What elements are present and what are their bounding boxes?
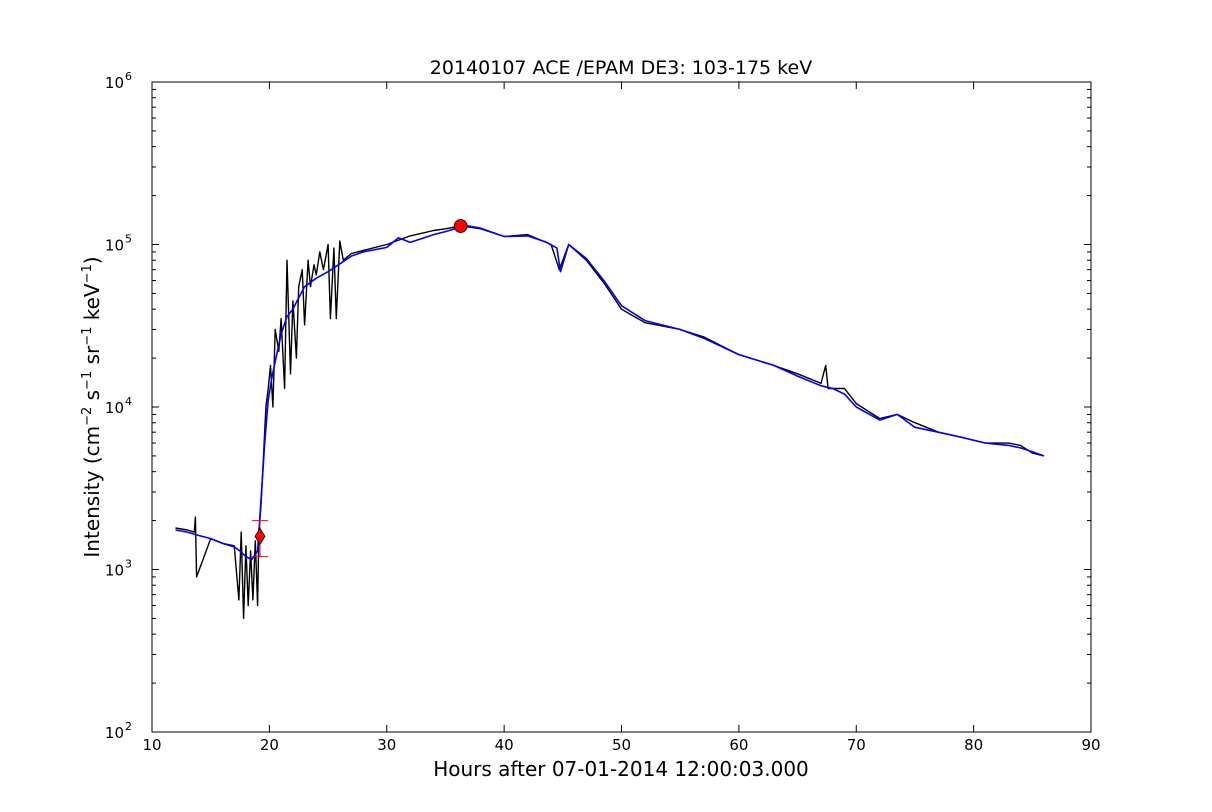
x-tick-label: 70	[847, 736, 866, 754]
series-line-smoothed	[175, 225, 1045, 561]
y-tick-label: 104	[105, 395, 132, 417]
y-tick-label: 106	[105, 70, 132, 92]
plot-frame	[151, 81, 1092, 733]
x-axis-title: Hours after 07-01-2014 12:00:03.000	[433, 757, 809, 781]
y-axis-title-part: )	[80, 256, 104, 264]
x-tick-label: 30	[377, 736, 396, 754]
x-axis: 10 20 30 40 50 60 70 80 90	[142, 82, 1101, 754]
y-axis-title-exponent: −1	[80, 371, 95, 390]
x-tick-label: 60	[729, 736, 748, 754]
y-tick-exponent: 6	[125, 70, 132, 83]
y-axis-title-exponent: −2	[80, 407, 95, 426]
onset-marker	[254, 527, 266, 546]
plot-area	[175, 219, 1045, 620]
y-axis-title-part: sr	[80, 345, 104, 371]
series-line-raw	[175, 225, 1045, 620]
y-tick-label: 105	[105, 233, 132, 255]
y-tick-exponent: 4	[125, 395, 132, 408]
peak-marker	[453, 219, 468, 233]
y-tick-exponent: 3	[125, 558, 132, 571]
x-tick-label: 80	[964, 736, 983, 754]
y-axis-title-part: keV	[80, 283, 104, 327]
x-tick-label: 10	[142, 736, 161, 754]
y-axis-title-exponent: −1	[80, 327, 95, 346]
y-tick-label: 102	[105, 720, 132, 742]
x-tick-label: 50	[612, 736, 631, 754]
x-tick-label: 90	[1081, 736, 1100, 754]
chart-title: 20140107 ACE /EPAM DE3: 103-175 keV	[430, 57, 812, 79]
y-axis-title: Intensity (cm−2 s−1 sr−1 keV−1)	[80, 256, 104, 557]
y-tick-exponent: 2	[125, 720, 132, 733]
y-axis-title-exponent: −1	[80, 264, 95, 283]
y-axis-title-part: s	[80, 390, 104, 407]
y-axis-title-part: Intensity (cm	[80, 426, 104, 558]
x-tick-label: 40	[495, 736, 514, 754]
y-tick-label: 103	[105, 558, 132, 580]
y-axis: 102 103 104 105 106	[105, 70, 1091, 742]
x-tick-label: 20	[260, 736, 279, 754]
y-tick-exponent: 5	[125, 233, 132, 246]
